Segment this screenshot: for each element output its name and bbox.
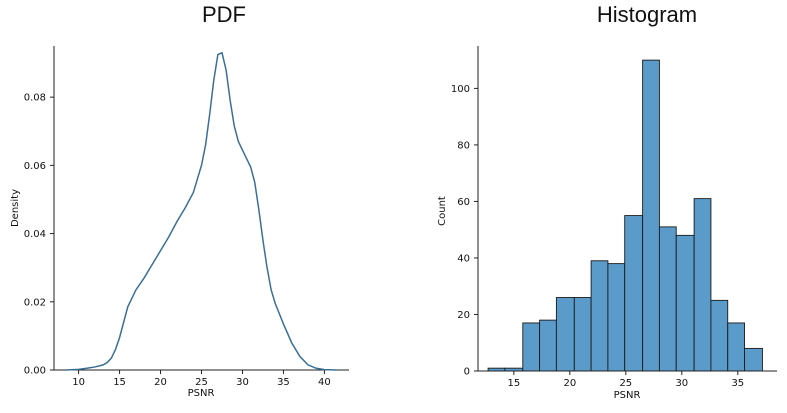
pdf-x-tick-label: 35 — [277, 377, 290, 388]
pdf-x-tick-label: 25 — [195, 377, 208, 388]
hist-y-tick-label: 0 — [464, 367, 470, 378]
pdf-chart: PDF Density PSNR 10 15 20 25 30 35 40 0.00 0.02… — [10, 2, 349, 399]
histogram-bar — [573, 297, 592, 372]
pdf-title: PDF — [202, 2, 246, 27]
hist-y-tick-label: 100 — [451, 84, 470, 95]
histogram-bar — [642, 59, 660, 372]
hist-y-tick-label: 40 — [457, 253, 470, 264]
pdf-xlabel: PSNR — [188, 388, 215, 399]
histogram-bar — [658, 226, 677, 372]
hist-x-tick-label: 20 — [563, 378, 576, 389]
pdf-x-ticks: 10 15 20 25 30 35 40 — [72, 370, 331, 388]
histogram-bar — [710, 299, 729, 372]
histogram-bar — [607, 263, 626, 372]
pdf-density-line — [66, 51, 337, 371]
histogram-bars — [487, 59, 763, 372]
histogram-bar — [624, 215, 644, 372]
histogram-chart: Histogram Count PSNR 15 20 25 30 35 0 20 40 60 8… — [437, 2, 777, 401]
histogram-bar — [590, 260, 609, 372]
histogram-bar — [693, 198, 712, 372]
pdf-y-tick-label: 0.06 — [24, 161, 46, 172]
hist-ylabel: Count — [437, 196, 448, 226]
histogram-bar — [555, 297, 575, 372]
histogram-bar — [744, 347, 763, 372]
pdf-x-tick-label: 10 — [72, 377, 85, 388]
pdf-x-tick-label: 20 — [154, 377, 167, 388]
pdf-x-tick-label: 30 — [236, 377, 249, 388]
pdf-y-tick-label: 0.04 — [24, 229, 46, 240]
histogram-bar — [522, 322, 541, 372]
hist-x-tick-label: 25 — [619, 378, 632, 389]
histogram-bar — [675, 234, 695, 372]
hist-x-ticks: 15 20 25 30 35 — [507, 371, 744, 389]
pdf-y-tick-label: 0.02 — [24, 297, 46, 308]
hist-y-tick-label: 80 — [457, 140, 470, 151]
hist-y-tick-label: 60 — [457, 197, 470, 208]
hist-x-tick-label: 35 — [731, 378, 744, 389]
pdf-ylabel: Density — [10, 189, 21, 227]
hist-xlabel: PSNR — [614, 390, 641, 401]
pdf-y-tick-label: 0.08 — [24, 93, 46, 104]
pdf-y-ticks: 0.00 0.02 0.04 0.06 0.08 — [24, 93, 54, 377]
hist-y-ticks: 0 20 40 60 80 100 — [451, 84, 478, 378]
hist-x-tick-label: 15 — [507, 378, 520, 389]
hist-x-tick-label: 30 — [675, 378, 688, 389]
hist-y-tick-label: 20 — [457, 310, 470, 321]
histogram-bar — [539, 319, 557, 372]
pdf-x-tick-label: 15 — [113, 377, 126, 388]
pdf-y-tick-label: 0.00 — [24, 366, 46, 377]
histogram-bar — [727, 322, 745, 372]
pdf-x-tick-label: 40 — [318, 377, 331, 388]
hist-title: Histogram — [597, 2, 697, 27]
